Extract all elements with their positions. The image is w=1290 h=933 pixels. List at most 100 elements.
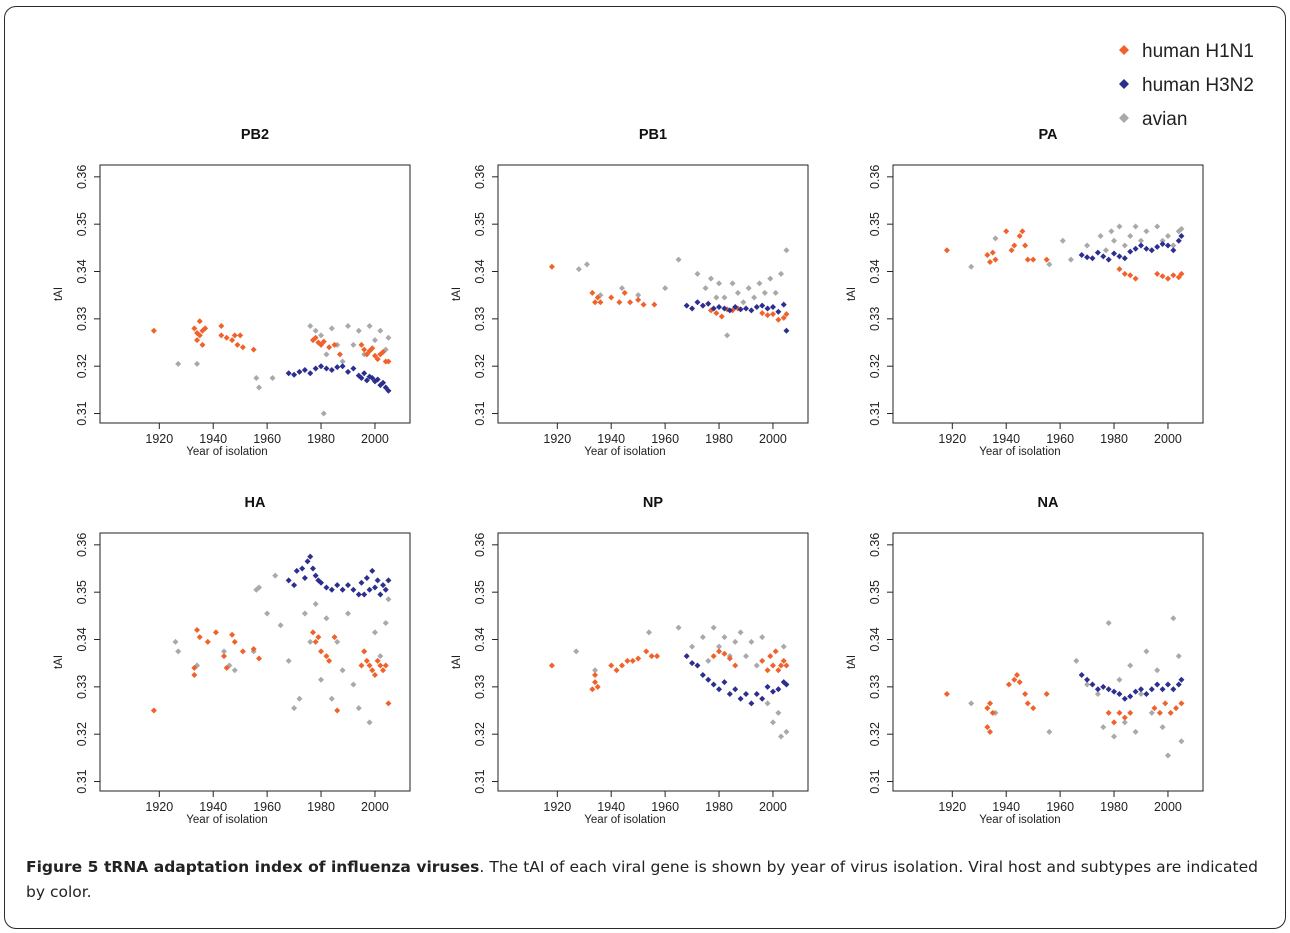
point-human-h3n2: [689, 660, 696, 667]
point-human-h1n1: [732, 662, 739, 669]
point-human-h1n1: [783, 311, 790, 318]
point-avian: [1111, 733, 1118, 740]
point-avian: [1046, 261, 1053, 268]
point-human-h1n1: [775, 316, 782, 323]
y-tick-label: 0.31: [868, 401, 882, 425]
point-human-h3n2: [309, 565, 316, 572]
point-human-h3n2: [699, 672, 706, 679]
point-avian: [759, 634, 766, 641]
point-avian: [575, 266, 582, 273]
point-human-h1n1: [1111, 719, 1118, 726]
point-avian: [778, 733, 785, 740]
point-human-h1n1: [1022, 690, 1029, 697]
point-human-h1n1: [239, 344, 246, 351]
point-human-h1n1: [1175, 274, 1182, 281]
y-tick-label: 0.36: [75, 533, 89, 557]
point-avian: [350, 681, 357, 688]
point-human-h3n2: [363, 377, 370, 384]
point-human-h1n1: [759, 310, 766, 317]
panel-pb1: PB1 1920 1940 1960 1980 2000 0.31 0.32 0.33 0.34 0…: [451, 127, 809, 458]
point-human-h1n1: [318, 341, 325, 348]
point-human-h1n1: [635, 296, 642, 303]
point-human-h1n1: [1121, 714, 1128, 721]
y-tick-label: 0.32: [473, 722, 487, 746]
point-avian: [385, 334, 392, 341]
point-human-h1n1: [1022, 242, 1029, 249]
point-human-h1n1: [237, 332, 244, 339]
point-human-h3n2: [312, 365, 319, 372]
point-avian: [1132, 223, 1139, 230]
point-avian: [707, 275, 714, 282]
legend-marker-human-h1n1: [1119, 45, 1129, 55]
point-human-h1n1: [358, 662, 365, 669]
point-human-h1n1: [780, 314, 787, 321]
point-human-h1n1: [1011, 242, 1018, 249]
point-human-h3n2: [1105, 686, 1112, 693]
panel-title: PB2: [241, 127, 269, 143]
point-human-h1n1: [218, 332, 225, 339]
point-avian: [328, 325, 335, 332]
x-tick-label: 1940: [992, 432, 1020, 446]
point-human-h1n1: [199, 341, 206, 348]
point-human-h3n2: [304, 558, 311, 565]
point-avian: [1178, 738, 1185, 745]
point-avian: [1154, 223, 1161, 230]
point-human-h1n1: [150, 327, 157, 334]
point-avian: [702, 285, 709, 292]
legend-marker-human-h3n2: [1119, 79, 1129, 89]
point-human-h1n1: [196, 634, 203, 641]
point-human-h1n1: [331, 341, 338, 348]
point-avian: [1175, 653, 1182, 660]
point-avian: [761, 289, 768, 296]
point-avian: [764, 700, 771, 707]
x-axis-label: Year of isolation: [584, 814, 665, 826]
x-tick-label: 2000: [361, 432, 389, 446]
y-axis-label: tAI: [451, 287, 463, 301]
x-tick-label: 1920: [145, 432, 173, 446]
point-avian: [1084, 681, 1091, 688]
caption-text: . The tAI of each viral gene is shown by…: [26, 858, 1259, 901]
point-human-h3n2: [748, 700, 755, 707]
point-avian: [767, 275, 774, 282]
point-human-h3n2: [710, 305, 717, 312]
y-tick-label: 0.34: [473, 259, 487, 283]
point-human-h1n1: [234, 341, 241, 348]
x-tick-label: 1920: [145, 800, 173, 814]
y-axis-label: tAI: [451, 655, 463, 669]
point-avian: [772, 289, 779, 296]
panel-title: NP: [643, 495, 663, 511]
point-human-h3n2: [1116, 253, 1123, 260]
x-axis-label: Year of isolation: [584, 446, 665, 458]
point-avian: [355, 327, 362, 334]
y-tick-label: 0.33: [868, 675, 882, 699]
point-human-h1n1: [1178, 700, 1185, 707]
point-human-h1n1: [223, 664, 230, 671]
point-avian: [345, 610, 351, 617]
panel-na: NA 1920 1940 1960 1980 2000 0.31 0.32 0.33 0.34 0.…: [846, 495, 1204, 826]
y-tick-label: 0.34: [868, 259, 882, 283]
point-avian: [753, 662, 760, 669]
point-avian: [172, 638, 179, 645]
point-human-h3n2: [1170, 247, 1177, 254]
point-human-h1n1: [716, 648, 723, 655]
point-human-h3n2: [323, 365, 330, 372]
point-human-h3n2: [689, 305, 696, 312]
point-human-h1n1: [989, 249, 996, 256]
point-human-h1n1: [1105, 709, 1112, 716]
point-human-h3n2: [1175, 681, 1182, 688]
point-human-h1n1: [191, 664, 198, 671]
point-avian: [968, 700, 975, 707]
point-human-h1n1: [1030, 705, 1037, 712]
point-human-h1n1: [1159, 273, 1166, 280]
point-human-h3n2: [1164, 242, 1171, 249]
plot-box: [497, 532, 809, 792]
point-human-h1n1: [592, 299, 599, 306]
y-tick-label: 0.31: [473, 401, 487, 425]
legend: human H1N1 human H3N2 avian: [1119, 41, 1254, 130]
point-human-h1n1: [196, 332, 203, 339]
point-human-h1n1: [767, 653, 774, 660]
point-human-h3n2: [307, 553, 314, 560]
x-tick-label: 1960: [1046, 800, 1074, 814]
legend-label-avian: avian: [1142, 109, 1187, 130]
plot-box: [99, 532, 411, 792]
